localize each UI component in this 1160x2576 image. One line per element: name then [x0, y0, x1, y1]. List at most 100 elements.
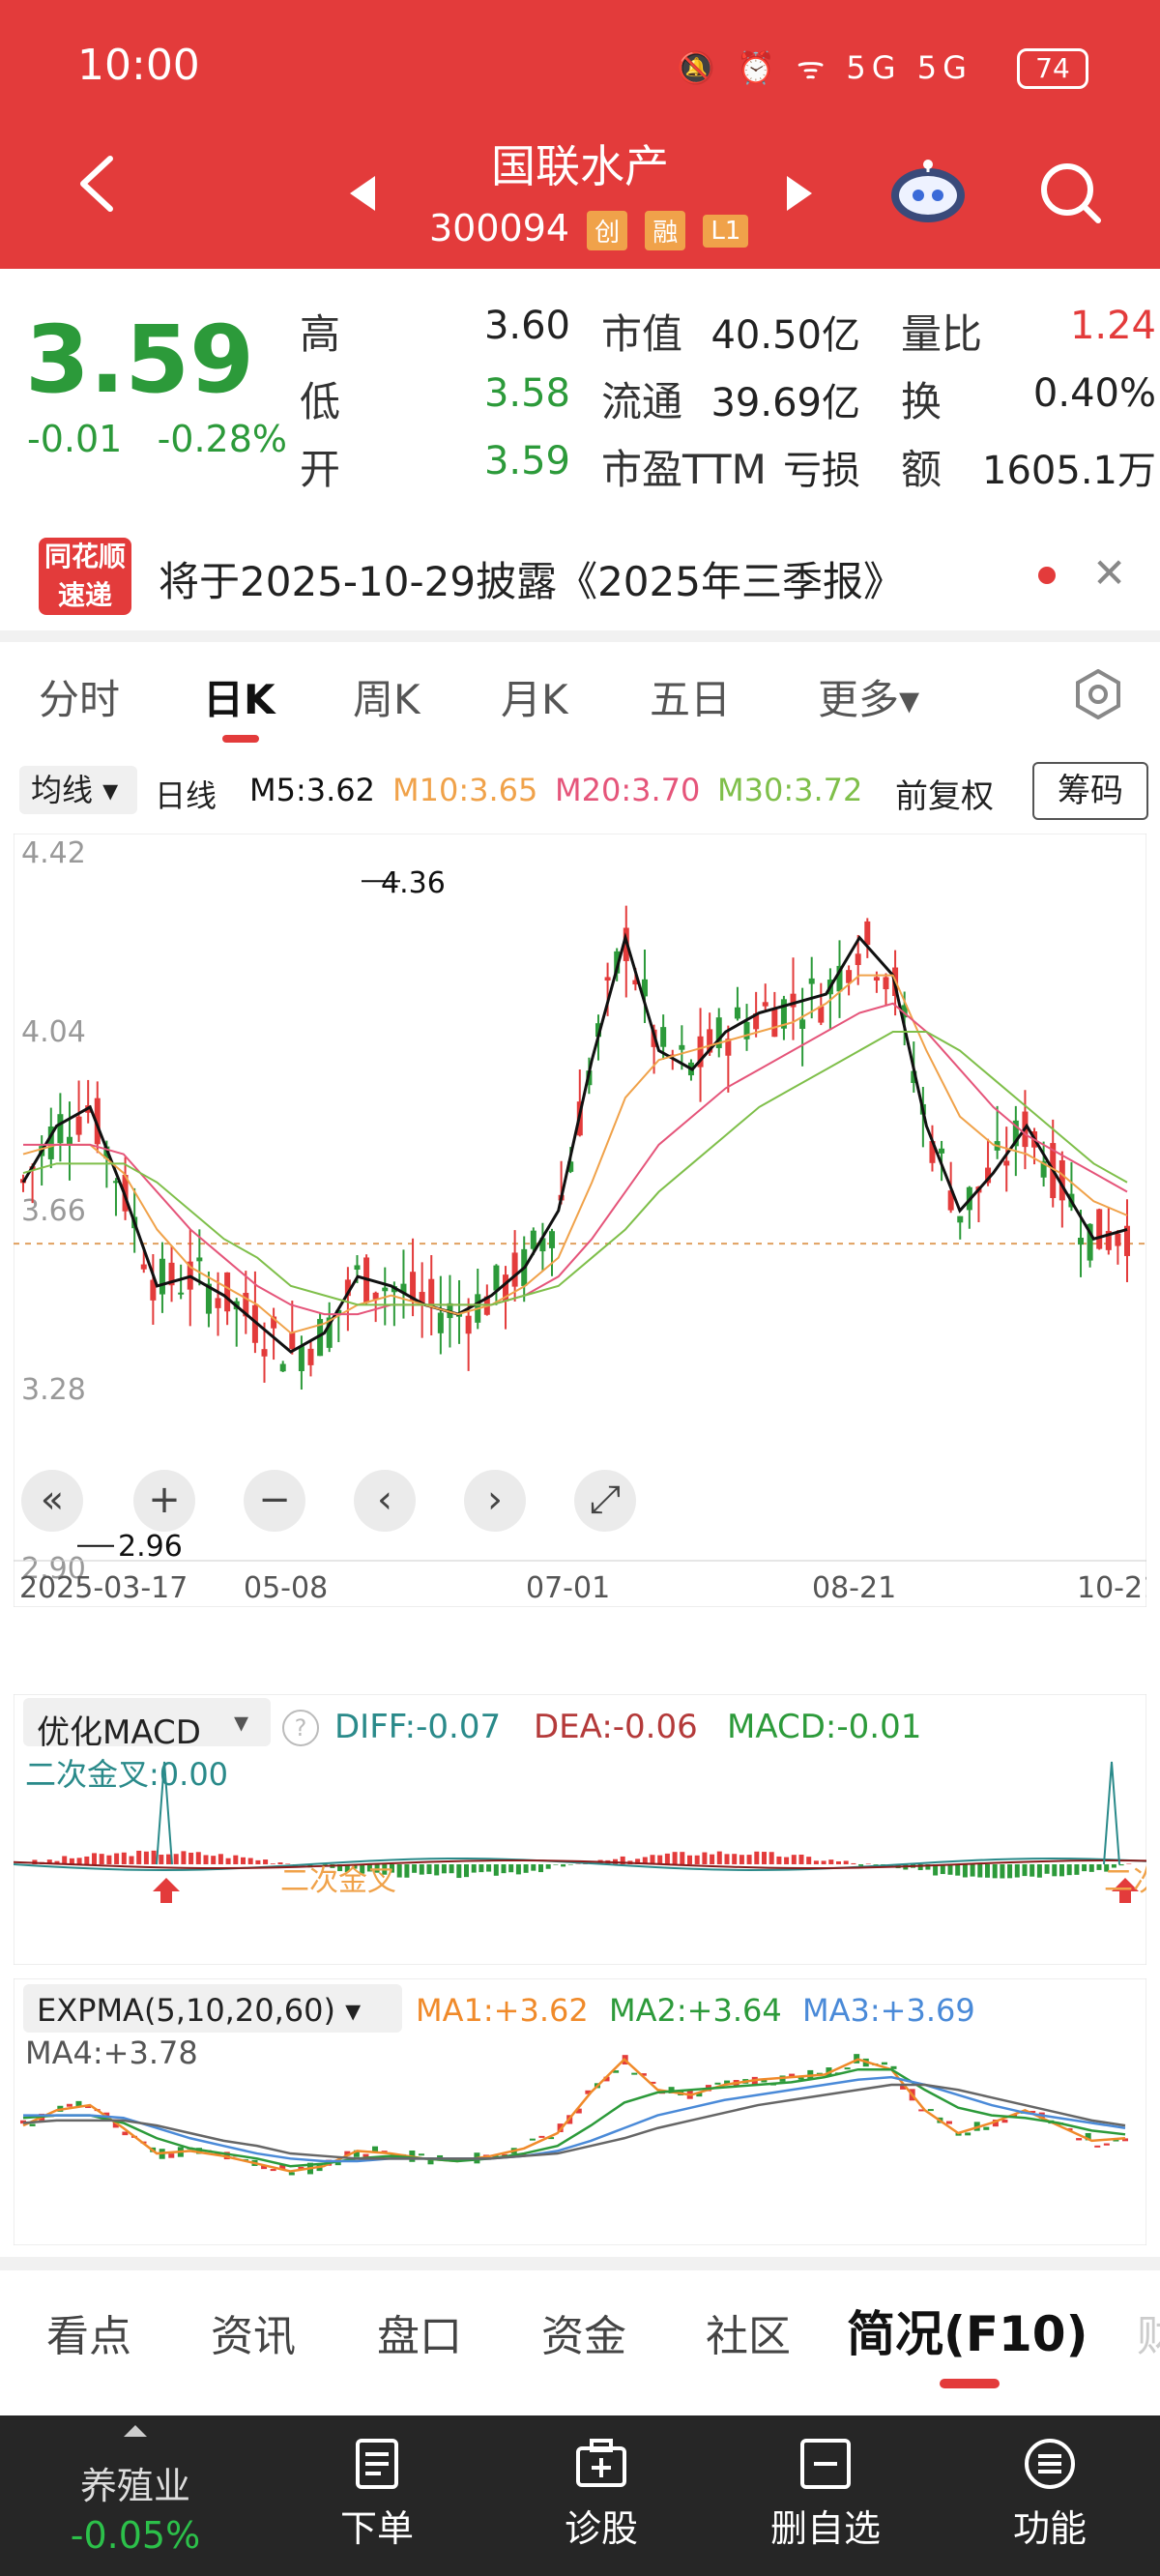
help-icon[interactable]: ? — [282, 1710, 319, 1746]
candle-body — [354, 1265, 361, 1271]
chevron-down-icon[interactable]: ▾ — [234, 1706, 249, 1740]
macd-title[interactable]: 优化MACD — [37, 1713, 201, 1752]
kline-chart[interactable]: 4.42 4.04 3.66 3.28 2.90 4.36 2.96 « + − ‹ › ⤢ 2025-0… — [14, 834, 1146, 1607]
search-icon[interactable] — [1036, 159, 1104, 226]
macd-bar — [263, 1859, 269, 1864]
status-time: 10:00 — [77, 41, 200, 90]
adjust-label[interactable]: 前复权 — [895, 777, 994, 816]
remove-watchlist-button[interactable]: 删自选 — [729, 2417, 922, 2552]
macd-bar — [746, 1855, 752, 1864]
candle-body — [317, 1319, 324, 1357]
bottom-toolbar — [0, 2415, 1160, 2576]
second-golden-cross-annotation-right: 二次 — [1104, 1864, 1146, 1898]
expma-select-bg[interactable] — [23, 1984, 402, 2033]
next-stock-icon[interactable] — [785, 174, 814, 213]
candle-body — [864, 921, 871, 946]
prev-stock-icon[interactable] — [348, 174, 377, 213]
expma-candle — [529, 2138, 536, 2141]
divider — [0, 630, 1160, 642]
expma-candle — [640, 2073, 647, 2076]
tab-intraday[interactable]: 分时 — [39, 676, 121, 723]
macd-bar — [159, 1855, 164, 1864]
settings-icon[interactable] — [1073, 669, 1123, 719]
candle-body — [178, 1292, 185, 1295]
candle-body — [75, 1116, 82, 1135]
candle-body — [725, 1039, 732, 1056]
tab-funds[interactable]: 资金 — [541, 2312, 626, 2361]
macd-bar — [687, 1855, 692, 1864]
macd-bar — [92, 1853, 97, 1864]
expma-line-4 — [22, 2083, 1126, 2160]
quote-label-1: 低 — [300, 378, 341, 425]
order-button[interactable]: 下单 — [280, 2417, 474, 2552]
macd-bar — [1111, 1864, 1116, 1868]
expma-candle — [965, 2132, 972, 2136]
tag-chuang: 创 — [587, 211, 628, 250]
robot-assistant-icon[interactable] — [889, 159, 967, 226]
expma-candle — [890, 2065, 897, 2069]
tab-order-book[interactable]: 盘口 — [377, 2312, 462, 2361]
macd-bar — [344, 1864, 350, 1872]
chip-distribution-button[interactable]: 筹码 — [1032, 762, 1148, 820]
candle-body — [243, 1293, 249, 1317]
candle-body — [465, 1315, 472, 1334]
macd-select-bg[interactable] — [23, 1698, 271, 1746]
quote-value-5: 亏损 — [783, 449, 860, 493]
news-text[interactable]: 将于2025-10-29披露《2025年三季报》 — [159, 558, 904, 605]
tab-news[interactable]: 资讯 — [211, 2312, 296, 2361]
macd-bar — [776, 1856, 782, 1864]
ma-line-m10 — [22, 974, 1128, 1334]
macd-bar — [501, 1864, 507, 1874]
tab-finance[interactable]: 财 — [1137, 2312, 1160, 2361]
expma-candle — [270, 2169, 276, 2172]
tab-weekly-k[interactable]: 周K — [353, 676, 420, 723]
macd-bar — [1036, 1864, 1042, 1878]
candle-body — [437, 1312, 444, 1333]
macd-bar — [396, 1864, 402, 1878]
expma-ma4: MA4:+3.78 — [25, 2034, 198, 2071]
macd-bar — [1030, 1864, 1035, 1877]
macd-bar — [933, 1864, 939, 1876]
zoom-out-icon-bg — [244, 1470, 305, 1532]
menu-button[interactable]: 功能 — [953, 2417, 1146, 2552]
candle-body — [66, 1136, 72, 1145]
indicator-select[interactable]: 均线 ▾ — [19, 766, 137, 814]
up-arrow-icon — [153, 1878, 180, 1903]
zoom-in-icon: + — [148, 1478, 181, 1522]
tab-highlights[interactable]: 看点 — [46, 2312, 131, 2361]
macd-bar — [337, 1864, 343, 1872]
close-icon[interactable]: ✕ — [1092, 549, 1127, 597]
macd-bar — [106, 1855, 112, 1864]
macd-bar — [121, 1852, 127, 1864]
macd-bar — [724, 1854, 730, 1864]
macd-bar — [917, 1864, 923, 1871]
macd-bar — [136, 1850, 142, 1864]
macd-bar — [1000, 1864, 1005, 1879]
expma-candle — [1030, 2110, 1036, 2113]
sector-name[interactable]: 养殖业 — [79, 2465, 190, 2507]
tab-five-day[interactable]: 五日 — [650, 676, 732, 723]
tab-community[interactable]: 社区 — [706, 2312, 791, 2361]
macd-bar — [277, 1862, 283, 1864]
tab-daily-k[interactable]: 日K — [203, 676, 276, 723]
back-icon[interactable] — [77, 155, 116, 213]
macd-bar — [1014, 1864, 1020, 1878]
tab-monthly-k[interactable]: 月K — [501, 676, 568, 723]
stock-code: 300094 — [429, 207, 570, 249]
macd-bar — [360, 1864, 365, 1874]
macd-bar — [493, 1864, 499, 1876]
expand-up-icon[interactable] — [124, 2425, 147, 2437]
expma-candle — [945, 2121, 952, 2124]
macd-bar — [1104, 1864, 1110, 1872]
expma-candle — [29, 2123, 36, 2126]
macd-bar — [873, 1864, 879, 1865]
macd-bar — [1022, 1864, 1028, 1877]
expma-candle — [372, 2146, 379, 2153]
tab-f10-overview[interactable]: 简况(F10) — [847, 2306, 1088, 2362]
candle-body — [94, 1098, 101, 1145]
diagnose-button[interactable]: 诊股 — [505, 2417, 698, 2552]
expma-title[interactable]: EXPMA(5,10,20,60) ▾ — [37, 1992, 362, 2029]
tab-more[interactable]: 更多▾ — [818, 676, 920, 723]
expma-candle — [881, 2062, 887, 2065]
macd-bar — [694, 1855, 700, 1864]
